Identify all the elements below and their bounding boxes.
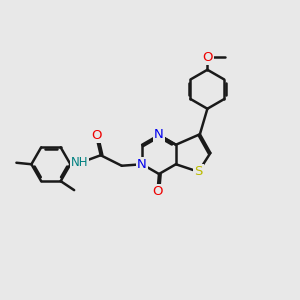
Text: O: O xyxy=(152,185,163,198)
Text: N: N xyxy=(154,128,164,142)
Text: N: N xyxy=(137,158,147,171)
Text: O: O xyxy=(202,51,213,64)
Text: O: O xyxy=(91,129,101,142)
Text: NH: NH xyxy=(71,156,88,169)
Text: S: S xyxy=(194,165,202,178)
